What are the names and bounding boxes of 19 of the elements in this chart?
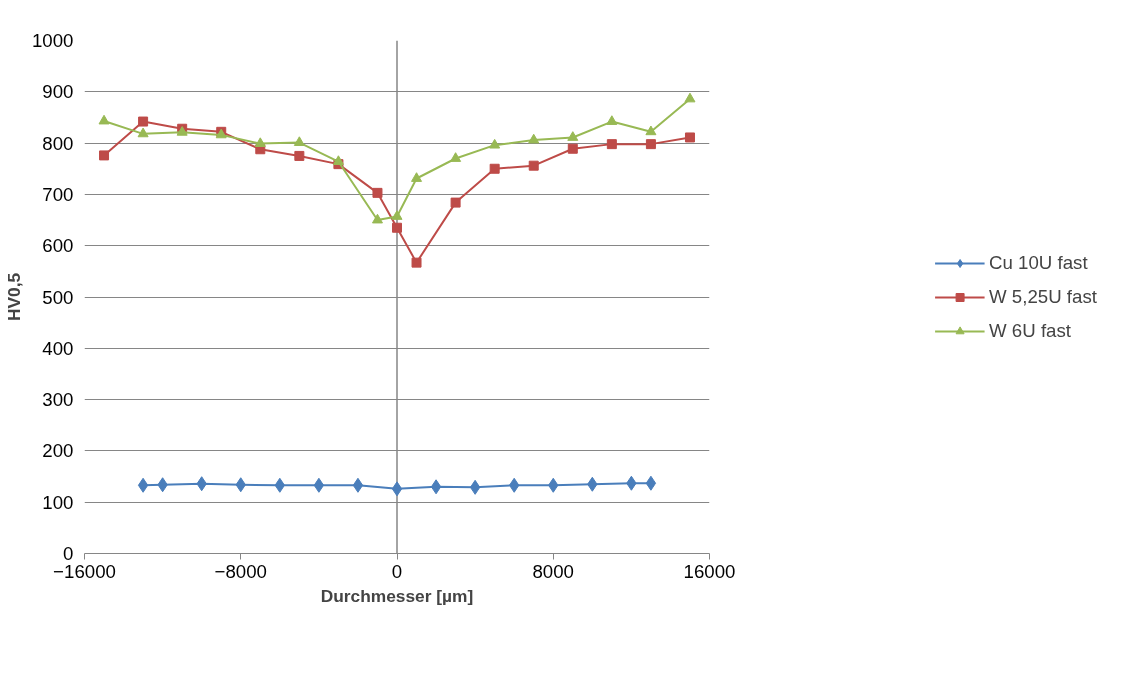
legend-label: Cu 10U fast [989,251,1088,274]
y-tick-label: 700 [42,183,74,205]
y-tick-label: 800 [42,132,74,154]
x-axis-title: Durchmesser [µm] [320,585,474,606]
y-tick-label: 500 [42,286,74,308]
legend-label: W 5,25U fast [989,285,1097,308]
y-tick-label: 900 [42,81,74,103]
y-axis-title: HV0,5 [4,272,24,322]
y-tick-label: 200 [42,440,74,462]
x-tick-label: −8000 [214,560,267,582]
y-tick-label: 300 [42,389,74,411]
x-tick-label: 0 [391,560,403,582]
x-tick-label: 8000 [532,560,575,582]
y-tick-label: 1000 [32,30,74,51]
y-tick-label: 100 [42,491,74,513]
y-tick-label: 600 [42,235,74,257]
x-tick-label: 16000 [683,560,736,582]
y-tick-label: 400 [42,337,74,359]
legend-label: W 6U fast [989,319,1071,342]
